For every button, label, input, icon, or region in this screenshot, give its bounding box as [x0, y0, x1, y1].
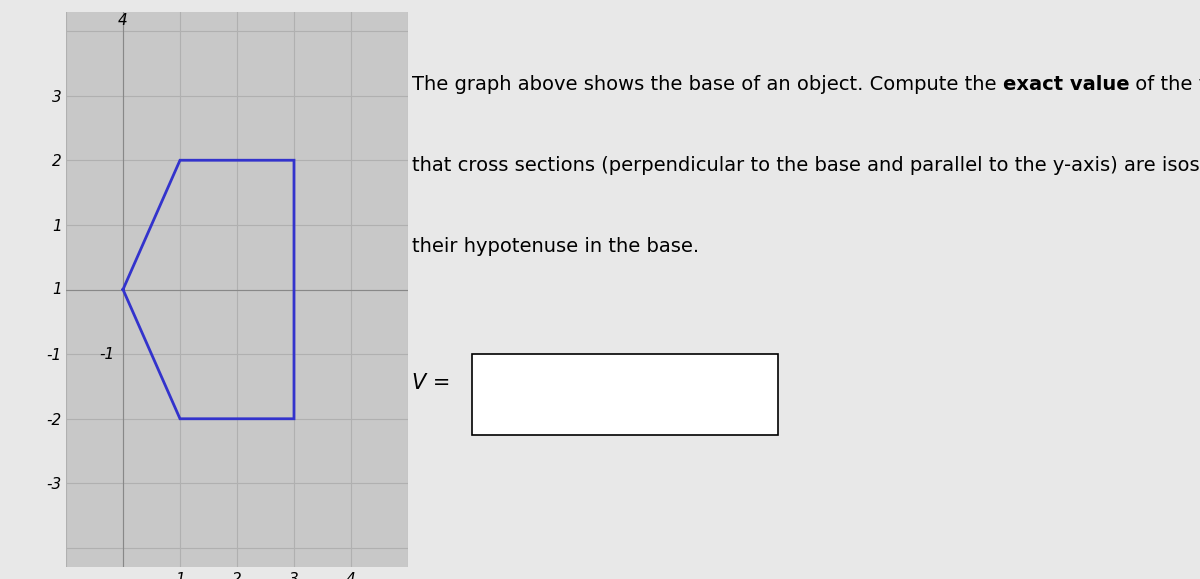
Text: 1: 1: [53, 282, 62, 297]
FancyBboxPatch shape: [473, 354, 778, 435]
Text: of the volume of the object, given: of the volume of the object, given: [1129, 75, 1200, 94]
Text: that cross sections (perpendicular to the base and parallel to the y-axis) are i: that cross sections (perpendicular to th…: [412, 156, 1200, 175]
Text: exact value: exact value: [1003, 75, 1129, 94]
Text: V =: V =: [412, 373, 450, 393]
Text: 4: 4: [118, 13, 128, 28]
Text: their hypotenuse in the base.: their hypotenuse in the base.: [412, 237, 700, 256]
Text: The graph above shows the base of an object. Compute the: The graph above shows the base of an obj…: [412, 75, 1003, 94]
Text: -1: -1: [100, 347, 114, 362]
